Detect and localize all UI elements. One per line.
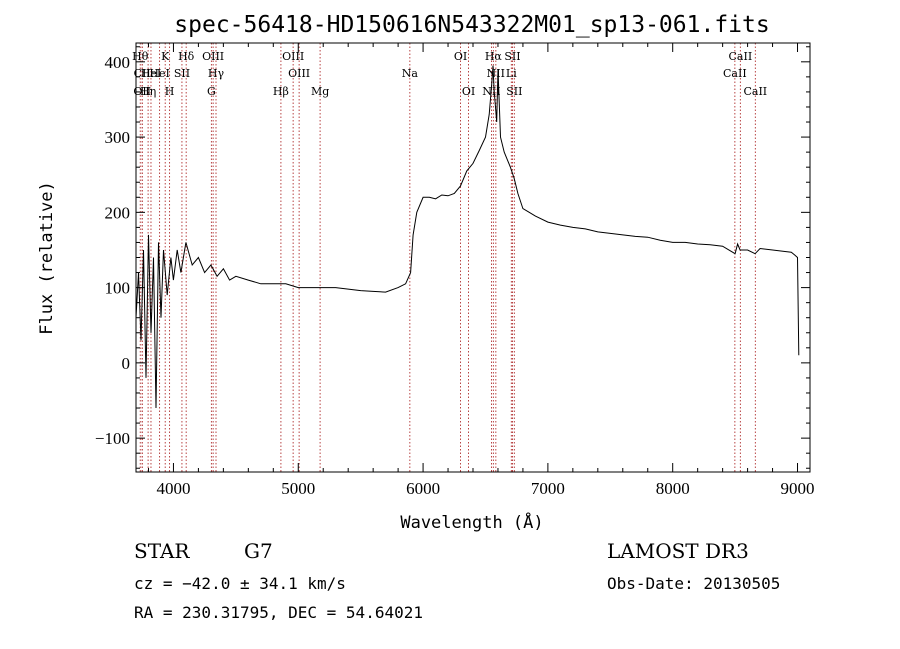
spectral-line-label: Hη — [140, 85, 156, 98]
x-tick-label: 8000 — [656, 479, 690, 498]
spectral-line-label: Hγ — [208, 67, 225, 80]
spectral-line-label: OIII — [282, 50, 304, 63]
y-tick-label: 200 — [105, 203, 131, 222]
x-tick-label: 4000 — [156, 479, 190, 498]
spectral-line-label: OIII — [288, 67, 310, 80]
y-tick-label: 0 — [122, 354, 131, 373]
object-type: STAR — [134, 539, 190, 563]
spectral-line-label: CaII — [743, 85, 767, 98]
y-tick-label: 400 — [105, 53, 131, 72]
spectral-line-label: HeI — [149, 67, 169, 80]
spectral-subclass: G7 — [244, 539, 273, 563]
x-tick-label: 5000 — [281, 479, 315, 498]
spectral-line-label: Mg — [311, 85, 329, 98]
spectral-lines-layer — [139, 43, 756, 472]
spectrum-series-line — [135, 65, 800, 409]
x-tick-label: 9000 — [781, 479, 815, 498]
chart-title: spec-56418-HD150616N543322M01_sp13-061.f… — [174, 12, 769, 38]
y-axis-label: Flux (relative) — [37, 181, 57, 335]
spectral-line-label: Li — [506, 67, 517, 80]
spectral-line-label: NII — [487, 67, 505, 80]
spectral-line-label: OII — [133, 85, 151, 98]
spectral-line-label: Hβ — [273, 85, 289, 98]
x-axis-label: Wavelength (Å) — [400, 511, 543, 533]
plot-frame — [135, 42, 811, 473]
redshift-info: cz = −42.0 ± 34.1 km/s — [134, 574, 346, 593]
spectral-line-label: H — [165, 85, 175, 98]
y-axis-ticks: −100 0 100 200 300 400 — [95, 46, 810, 469]
x-tick-label: 7000 — [531, 479, 565, 498]
x-tick-label: 6000 — [406, 479, 440, 498]
spectral-line-label: SII — [174, 67, 190, 80]
survey-name: LAMOST DR3 — [607, 539, 749, 563]
spectral-line-label: CaII — [723, 67, 747, 80]
y-tick-label: 300 — [105, 128, 131, 147]
coordinates-info: RA = 230.31795, DEC = 54.64021 — [134, 603, 423, 622]
spectral-line-label: OI — [462, 85, 475, 98]
spectral-line-label: HeI — [141, 67, 161, 80]
spectral-line-label: Na — [402, 67, 419, 80]
spectral-line-label: SII — [506, 85, 522, 98]
spectral-line-label: SII — [504, 50, 520, 63]
spectral-line-label: Hθ — [132, 50, 149, 63]
y-tick-label: 100 — [105, 279, 131, 298]
spectral-line-label: CaII — [729, 50, 753, 63]
x-axis-ticks: 4000 5000 6000 7000 8000 9000 — [147, 43, 815, 498]
spectral-line-label: Hδ — [178, 50, 195, 63]
spectral-line-label: G — [207, 85, 216, 98]
y-tick-label: −100 — [95, 429, 130, 448]
spectral-line-label: K — [161, 50, 170, 63]
observation-date: Obs-Date: 20130505 — [607, 574, 781, 593]
spectral-line-label: OI — [454, 50, 467, 63]
spectral-line-label: OIII — [202, 50, 224, 63]
spectral-line-label: Hα — [485, 50, 503, 63]
